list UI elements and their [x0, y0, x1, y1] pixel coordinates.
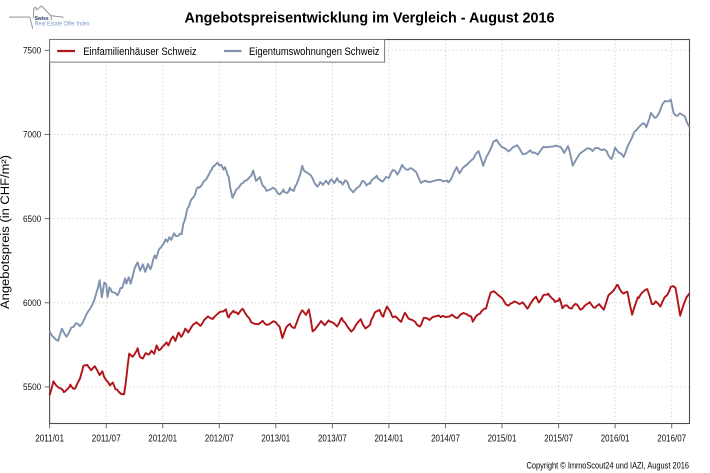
svg-text:2015/01: 2015/01	[488, 434, 517, 445]
svg-text:Swiss: Swiss	[35, 16, 49, 22]
svg-text:Eigentumswohnungen Schweiz: Eigentumswohnungen Schweiz	[249, 46, 380, 58]
svg-text:Real Estate Offer Index: Real Estate Offer Index	[35, 22, 90, 28]
svg-text:2011/01: 2011/01	[35, 434, 64, 445]
svg-text:2013/01: 2013/01	[261, 434, 290, 445]
svg-text:5500: 5500	[23, 382, 41, 392]
svg-text:2011/07: 2011/07	[92, 434, 121, 445]
svg-text:Copyright © ImmoScout24 und IA: Copyright © ImmoScout24 und IAZI, August…	[527, 460, 690, 471]
svg-text:2012/07: 2012/07	[205, 434, 234, 445]
svg-text:6000: 6000	[23, 298, 41, 308]
svg-text:2014/07: 2014/07	[431, 434, 460, 445]
svg-text:2014/01: 2014/01	[375, 434, 404, 445]
svg-text:Angebotspreis (in CHF/m²): Angebotspreis (in CHF/m²)	[0, 155, 12, 309]
svg-text:Einfamilienhäuser Schweiz: Einfamilienhäuser Schweiz	[83, 46, 197, 58]
svg-text:7000: 7000	[23, 130, 41, 140]
svg-text:2012/01: 2012/01	[148, 434, 177, 445]
svg-text:2013/07: 2013/07	[318, 434, 347, 445]
svg-text:7500: 7500	[23, 46, 41, 56]
svg-text:2015/07: 2015/07	[544, 434, 573, 445]
svg-text:2016/07: 2016/07	[657, 434, 686, 445]
svg-text:6500: 6500	[23, 214, 41, 224]
svg-text:Angebotspreisentwicklung im Ve: Angebotspreisentwicklung im Vergleich - …	[185, 10, 555, 26]
svg-text:2016/01: 2016/01	[601, 434, 630, 445]
